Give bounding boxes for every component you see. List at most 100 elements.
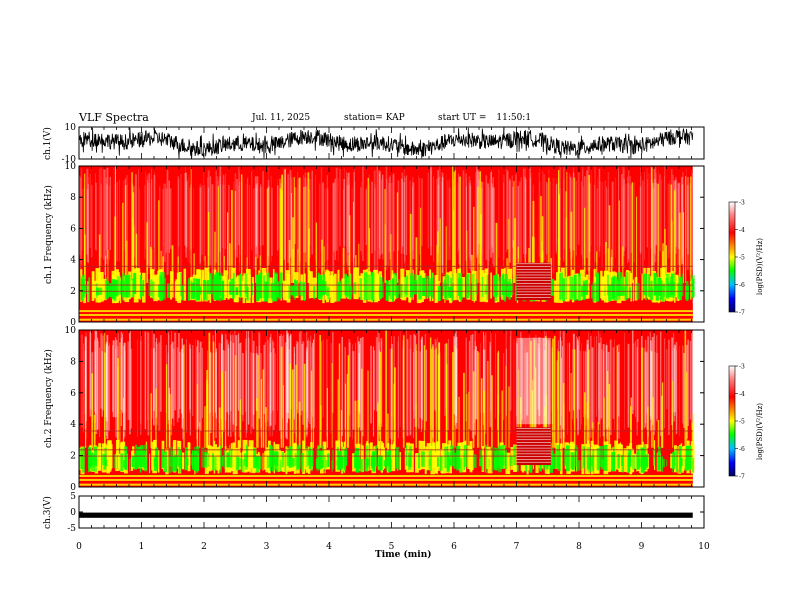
spectrum-streak <box>686 185 689 270</box>
spectrum-streak <box>266 330 268 427</box>
spectrum-streak <box>94 330 97 415</box>
spectrum-streak <box>517 186 520 259</box>
header-start-time: start UT = 11:50:1 <box>438 113 531 123</box>
spectrum-band <box>510 447 516 470</box>
spectrum-streak <box>115 349 116 437</box>
spectrum-band <box>217 451 220 474</box>
spectrum-streak <box>297 342 299 414</box>
spectrum-band <box>469 449 474 471</box>
spectrum-band <box>447 455 450 472</box>
spectrum-streak <box>180 349 183 414</box>
spectrum-streak <box>289 363 292 448</box>
spectrum-band <box>294 280 298 296</box>
spectrum-band <box>208 445 212 472</box>
spectrum-streak <box>189 343 191 413</box>
spectrum-band <box>124 446 128 470</box>
spectrum-band <box>390 444 396 472</box>
spectrum-streak <box>130 348 132 429</box>
spectrum-band <box>122 272 125 295</box>
spectrum-streak <box>416 350 418 427</box>
spectrum-streak <box>245 350 247 438</box>
spectrum-band <box>251 283 253 296</box>
spectrum-streak <box>86 189 89 263</box>
spectrum-streak <box>664 229 666 283</box>
spectrum-streak <box>675 177 677 254</box>
spectrum-streak <box>445 343 448 448</box>
spectrum-streak <box>419 351 422 418</box>
spectrum-band <box>531 458 533 473</box>
spectrum-streak <box>109 343 110 431</box>
spectrum-band <box>316 448 320 472</box>
spectrum-streak <box>674 188 677 273</box>
spectrum-band <box>645 454 649 467</box>
spectrum-streak <box>190 166 192 283</box>
spectrum-band <box>437 457 439 467</box>
spectrum-band <box>578 273 581 302</box>
spectrum-streak <box>495 333 496 419</box>
spectrum-streak <box>656 335 658 420</box>
colorbar-tick-label: -6 <box>739 446 745 453</box>
spectrum-streak <box>691 172 694 271</box>
spectrum-streak <box>530 173 532 272</box>
spectrum-band <box>167 283 170 298</box>
spectrum-band <box>610 277 615 300</box>
spectrum-streak <box>501 390 503 448</box>
spectrum-streak <box>584 207 586 283</box>
spectrum-streak <box>368 174 370 247</box>
spectrum-streak <box>297 171 299 265</box>
spectrum-streak <box>661 382 664 448</box>
spectrum-streak <box>308 228 310 283</box>
spectrum-band <box>576 447 579 472</box>
spectrum-band <box>481 455 484 471</box>
spectrum-band <box>507 453 509 474</box>
spectrum-band <box>630 272 632 302</box>
disturbance-line <box>516 442 551 443</box>
spectrum-band <box>199 286 202 295</box>
spectrum-band <box>585 280 589 296</box>
spectrum-band <box>221 280 225 300</box>
spectrum-streak <box>307 340 309 419</box>
spectrum-streak <box>623 168 625 269</box>
spectrum-streak <box>306 352 308 428</box>
spectrum-band <box>100 271 104 302</box>
spectrum-band <box>415 453 419 470</box>
spectrum-streak <box>100 167 102 267</box>
spectrum-streak <box>468 340 471 429</box>
spectrum-streak <box>586 339 589 420</box>
spectrum-streak <box>475 346 478 420</box>
header-date: Jul. 11, 2025 <box>252 113 311 123</box>
spectrum-band <box>596 272 599 302</box>
spectrum-band <box>565 445 570 472</box>
spectrum-streak <box>343 179 345 247</box>
spectrum-streak <box>542 171 544 261</box>
spectrum-band <box>237 440 241 470</box>
spectrum-streak <box>555 184 557 252</box>
spectrum-streak <box>639 186 642 253</box>
spectrum-streak <box>409 213 412 283</box>
spectrum-band <box>104 454 107 470</box>
spectrum-band <box>604 451 606 469</box>
spectrum-band <box>363 272 368 300</box>
spectrum-streak <box>572 167 574 269</box>
spectrum-band <box>313 286 316 300</box>
spectrum-band <box>88 277 91 302</box>
spectrum-streak <box>691 422 694 448</box>
spectrum-band <box>300 281 303 297</box>
spectrum-streak <box>259 333 261 438</box>
spectrum-streak <box>397 336 399 439</box>
spectrum-streak <box>347 172 350 253</box>
spectrum-band <box>491 445 493 472</box>
spectrum-streak <box>589 335 592 438</box>
x-tick-label: 0 <box>76 542 82 552</box>
spectrum-streak <box>452 166 454 283</box>
spectrum-streak <box>511 175 513 275</box>
spectrum-band <box>148 279 153 296</box>
spectrum-streak <box>252 353 255 430</box>
spectrum-streak <box>633 343 635 411</box>
spectrum-streak <box>529 167 531 272</box>
spectrum-streak <box>647 336 649 437</box>
spectrum-streak <box>652 182 654 273</box>
spectrum-band <box>210 446 215 471</box>
spectrum-streak <box>129 331 131 435</box>
spectrum-band <box>447 275 449 297</box>
